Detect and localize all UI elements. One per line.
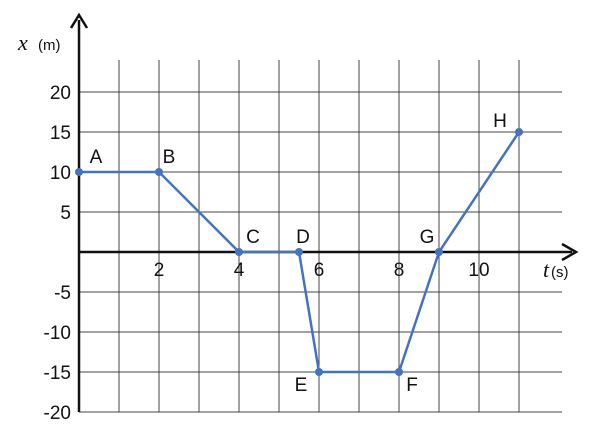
grid [79,60,562,413]
point-label: B [163,147,176,168]
y-tick-label: 20 [50,83,71,104]
y-tick-label: 5 [60,203,71,224]
data-point-a [75,168,83,176]
y-axis-unit: (m) [38,37,61,54]
data-point-g [435,248,443,256]
y-axis-label: x [17,30,28,55]
y-tick-label: -20 [44,403,71,424]
y-axis-arrow-icon [69,12,89,29]
point-label: F [406,375,418,396]
x-axis-unit: (s) [551,264,569,281]
data-point-e [315,368,323,376]
data-point-f [395,368,403,376]
x-tick-label: 10 [468,260,489,281]
point-label: H [493,111,507,132]
point-label: A [90,147,103,168]
y-tick-label: -10 [44,323,71,344]
x-tick-label: 2 [154,260,165,281]
x-axis-arrow-icon [561,242,579,262]
point-label: G [420,227,435,248]
data-point-c [235,248,243,256]
axes [69,12,579,412]
x-axis-label: t [543,257,550,282]
x-tick-label: 8 [394,260,405,281]
series-line: A B C D E F G H [75,111,523,396]
y-tick-label: 10 [50,163,71,184]
y-tick-label: -5 [54,283,71,304]
x-tick-label: 6 [314,260,325,281]
data-point-h [515,128,523,136]
data-point-b [155,168,163,176]
data-point-d [295,248,303,256]
point-label: E [295,375,308,396]
point-label: C [246,227,260,248]
x-tick-label: 4 [234,260,245,281]
y-tick-label: -15 [44,363,71,384]
y-tick-label: 15 [50,123,71,144]
point-label: D [296,227,310,248]
position-line [79,131,521,374]
